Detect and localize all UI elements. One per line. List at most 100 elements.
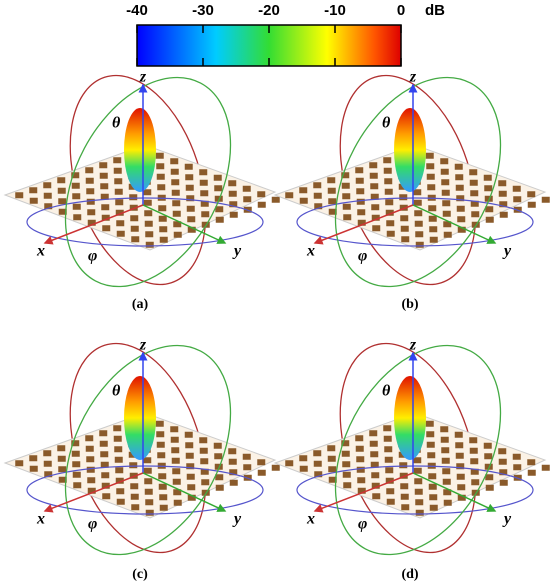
patch <box>440 436 449 443</box>
patch <box>159 504 168 511</box>
patch <box>386 498 395 505</box>
patch <box>483 442 492 449</box>
patch <box>299 187 308 194</box>
patch <box>470 468 479 475</box>
patch <box>173 499 182 506</box>
patch <box>130 215 139 222</box>
patch <box>58 476 67 483</box>
patch <box>86 198 95 205</box>
patch <box>355 167 364 174</box>
radiation-lobe <box>124 108 156 192</box>
patch <box>114 178 123 185</box>
patch <box>469 447 478 454</box>
patch <box>429 504 438 511</box>
patch <box>186 205 195 212</box>
patch <box>29 455 38 462</box>
radiation-lobe <box>394 108 426 192</box>
patch <box>371 214 380 221</box>
patch <box>415 241 424 248</box>
patch <box>457 484 466 491</box>
patch <box>427 452 436 459</box>
patch <box>229 201 238 208</box>
patch <box>101 214 110 221</box>
patch <box>129 472 138 479</box>
patch <box>400 483 409 490</box>
patch <box>401 504 410 511</box>
patch <box>43 450 52 457</box>
colorbar-tick-label: -30 <box>192 2 214 19</box>
patch <box>58 198 67 205</box>
patch <box>113 425 122 432</box>
elevation-circle <box>64 344 232 556</box>
patch <box>370 451 379 458</box>
patch <box>285 192 294 199</box>
patch <box>101 472 110 479</box>
patch <box>159 226 168 233</box>
patch <box>440 158 449 165</box>
patch <box>102 225 111 232</box>
patch <box>357 477 366 484</box>
colorbar-tick-label: -40 <box>126 2 148 19</box>
phi-label: φ <box>358 516 367 533</box>
patch <box>341 182 350 189</box>
patch <box>199 169 208 176</box>
patch <box>471 479 480 486</box>
patch <box>130 483 139 490</box>
patch <box>343 214 352 221</box>
patch <box>371 472 380 479</box>
patch <box>214 453 223 460</box>
patch <box>414 210 423 217</box>
patch <box>484 453 493 460</box>
patch <box>73 214 82 221</box>
patch <box>456 195 465 202</box>
patch <box>173 231 182 238</box>
patch <box>144 220 153 227</box>
patch <box>87 219 96 226</box>
patch <box>370 193 379 200</box>
patch <box>113 167 122 174</box>
patch <box>541 196 550 203</box>
y-axis <box>412 204 497 244</box>
radiation-lobe <box>124 376 156 460</box>
patch <box>187 484 196 491</box>
patch <box>144 478 153 485</box>
patch <box>184 163 193 170</box>
patch <box>257 191 266 198</box>
patch <box>73 482 82 489</box>
patch <box>369 430 378 437</box>
panel-label: (b) <box>401 297 418 312</box>
patch <box>201 211 210 218</box>
patch <box>442 468 451 475</box>
patch <box>257 459 266 466</box>
patch <box>342 203 351 210</box>
patch <box>442 210 451 217</box>
patch <box>57 445 66 452</box>
patch <box>455 452 464 459</box>
patch <box>314 471 323 478</box>
patch <box>116 498 125 505</box>
patch <box>71 450 80 457</box>
patch <box>313 192 322 199</box>
patch <box>499 469 508 476</box>
x-axis <box>313 204 414 245</box>
patch <box>386 230 395 237</box>
patch <box>170 158 179 165</box>
patch <box>484 185 493 192</box>
patch <box>470 190 479 197</box>
patch <box>215 216 224 223</box>
patch <box>428 483 437 490</box>
patch <box>441 189 450 196</box>
patch <box>313 182 322 189</box>
patch <box>356 456 365 463</box>
patch <box>145 231 154 238</box>
patch <box>399 472 408 479</box>
patch <box>159 494 168 501</box>
patch <box>415 499 424 506</box>
patch <box>130 225 139 232</box>
patch <box>228 190 237 197</box>
phi-label: φ <box>88 516 97 533</box>
patch <box>327 455 336 462</box>
patch <box>156 431 165 438</box>
patch <box>441 447 450 454</box>
